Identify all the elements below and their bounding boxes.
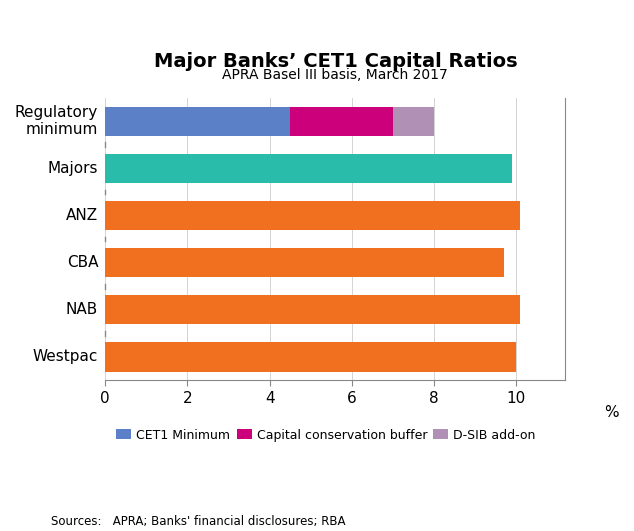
Bar	[105, 295, 521, 324]
Bar	[393, 107, 434, 136]
Text: %: %	[604, 406, 619, 421]
Bar	[105, 201, 521, 230]
Bar	[290, 107, 393, 136]
Bar	[105, 342, 516, 372]
Title: Major Banks’ CET1 Capital Ratios: Major Banks’ CET1 Capital Ratios	[153, 52, 517, 71]
Text: APRA Basel III basis, March 2017: APRA Basel III basis, March 2017	[223, 68, 448, 82]
Bar	[105, 248, 504, 277]
Bar	[105, 107, 290, 136]
Legend: CET1 Minimum, Capital conservation buffer, D-SIB add-on: CET1 Minimum, Capital conservation buffe…	[112, 424, 541, 447]
Bar	[105, 154, 512, 183]
Text: Sources:   APRA; Banks' financial disclosures; RBA: Sources: APRA; Banks' financial disclosu…	[51, 516, 346, 528]
